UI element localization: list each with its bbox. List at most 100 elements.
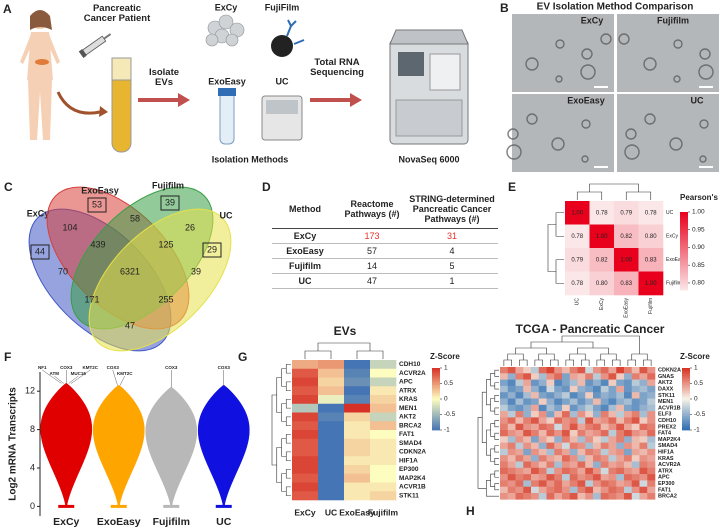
heatmap-cell: [554, 417, 563, 424]
column-label: ExCy: [599, 298, 605, 310]
venn-set-label: ExCy: [27, 208, 50, 218]
heatmap-cell: [569, 480, 578, 487]
heatmap-cell: [624, 442, 633, 450]
heatmap-cell: [318, 456, 345, 466]
heatmap-cell: [531, 448, 540, 456]
heatmap-cell: [500, 392, 509, 399]
heatmap-cell: [515, 430, 524, 437]
heatmap-cell: [523, 486, 532, 494]
table-body: ExCy 173 31 ExoEasy 57 4 Fujifilm 14 5 UC 47 1: [272, 228, 498, 289]
row-label: MEN1: [399, 405, 417, 412]
heatmap-cell: [577, 367, 586, 374]
table-cell: 57: [338, 243, 406, 259]
x-tick-label: ExCy: [53, 516, 79, 528]
row-label: UC: [666, 210, 674, 216]
cell-value: 0.78: [596, 210, 608, 216]
vesicle: [581, 119, 591, 129]
venn-count: 6321: [120, 266, 140, 276]
heatmap-cell: [616, 436, 625, 443]
colorbar-slice: [680, 270, 688, 273]
heatmap-cell: [562, 417, 571, 424]
heatmap-cell: [569, 461, 578, 469]
heatmap-cell: [292, 403, 319, 413]
colorbar-tick-label: 1: [444, 365, 448, 372]
table-row: Fujifilm 14 5: [272, 258, 498, 274]
heatmap-cell: [546, 448, 555, 456]
dendrogram: [576, 183, 652, 200]
heatmap-cell: [639, 385, 648, 393]
heatmap-cell: [531, 367, 540, 374]
heatmap-cell: [538, 474, 547, 481]
cell-value: 0.78: [645, 210, 657, 216]
heatmap-cell: [600, 392, 609, 399]
venn-box: [160, 195, 180, 211]
heatmap-cell: [507, 430, 516, 437]
method-label: UC: [276, 76, 289, 86]
cell-value: 0.83: [645, 257, 657, 263]
colorbar-slice: [682, 400, 690, 403]
methods-caption: Isolation Methods: [212, 154, 289, 164]
heatmap-cell: [569, 436, 578, 443]
table-header: Reactome Pathways (#): [338, 192, 406, 229]
heatmap-cell: [500, 398, 509, 406]
heatmap-cell: [531, 467, 540, 475]
heatmap-cell: [562, 448, 571, 456]
heatmap-cell: [546, 385, 555, 393]
chart-title: EVs: [334, 324, 357, 338]
dendrogram: [271, 364, 291, 496]
heatmap-cell: [639, 455, 648, 462]
heatmap-cell: [631, 467, 640, 475]
heatmap-cell: [600, 461, 609, 469]
heatmap-cell: [318, 473, 345, 483]
heatmap-cell: [538, 404, 547, 412]
micrograph-label: UC: [691, 95, 704, 105]
heatmap-cell: [565, 271, 590, 296]
heatmap-cell: [624, 430, 633, 437]
heatmap-cell: [585, 392, 594, 399]
heatmap-cell: [500, 411, 509, 418]
colorbar-slice: [682, 420, 690, 423]
colorbar-slice: [682, 372, 690, 375]
heatmap-cell: [344, 438, 371, 448]
heatmap-cell: [585, 367, 594, 374]
venn-set-label: ExoEasy: [81, 185, 119, 195]
column-label: UC: [325, 507, 337, 517]
heatmap-cell: [507, 436, 516, 443]
heatmap-cell: [593, 392, 602, 399]
colorbar-slice: [682, 380, 690, 383]
heatmap-cell: [515, 423, 524, 431]
heatmap-cell: [585, 411, 594, 418]
method-label: FujiFilm: [265, 2, 300, 12]
colorbar-slice: [682, 402, 690, 405]
heatmap-cell: [616, 448, 625, 456]
x-tick-label: Fujifilm: [153, 516, 190, 528]
heatmap-cell: [593, 493, 602, 500]
colorbar-title: Z-Score: [680, 352, 710, 361]
heatmap-cell: [531, 486, 540, 494]
heatmap-cell: [515, 461, 524, 469]
heatmap-cell: [546, 430, 555, 437]
heatmap-cell: [631, 423, 640, 431]
row-label: SMAD4: [658, 443, 678, 449]
heatmap-cell: [370, 368, 397, 378]
heatmap-cell: [647, 398, 656, 406]
heatmap-cell: [631, 461, 640, 469]
heatmap-cell: [585, 398, 594, 406]
heatmap-cell: [565, 201, 590, 225]
colorbar-tick-label: 0: [444, 396, 448, 403]
heatmap-cell: [616, 392, 625, 399]
row-label: ACVR2A: [399, 370, 426, 377]
heatmap-cell: [569, 467, 578, 475]
heatmap-cell: [515, 493, 524, 500]
colorbar-slice: [680, 235, 688, 238]
gene-annotation: KMT2C: [83, 365, 99, 370]
heatmap-cell: [507, 442, 516, 450]
heatmap-cell: [554, 373, 563, 380]
table-row: ExoEasy 57 4: [272, 243, 498, 259]
heatmap-cell: [370, 482, 397, 492]
colorbar-slice: [432, 403, 440, 406]
heatmap-cell: [647, 385, 656, 393]
colorbar-slice: [680, 245, 688, 248]
heatmap-cell: [577, 392, 586, 399]
heatmap-cell: [370, 395, 397, 405]
